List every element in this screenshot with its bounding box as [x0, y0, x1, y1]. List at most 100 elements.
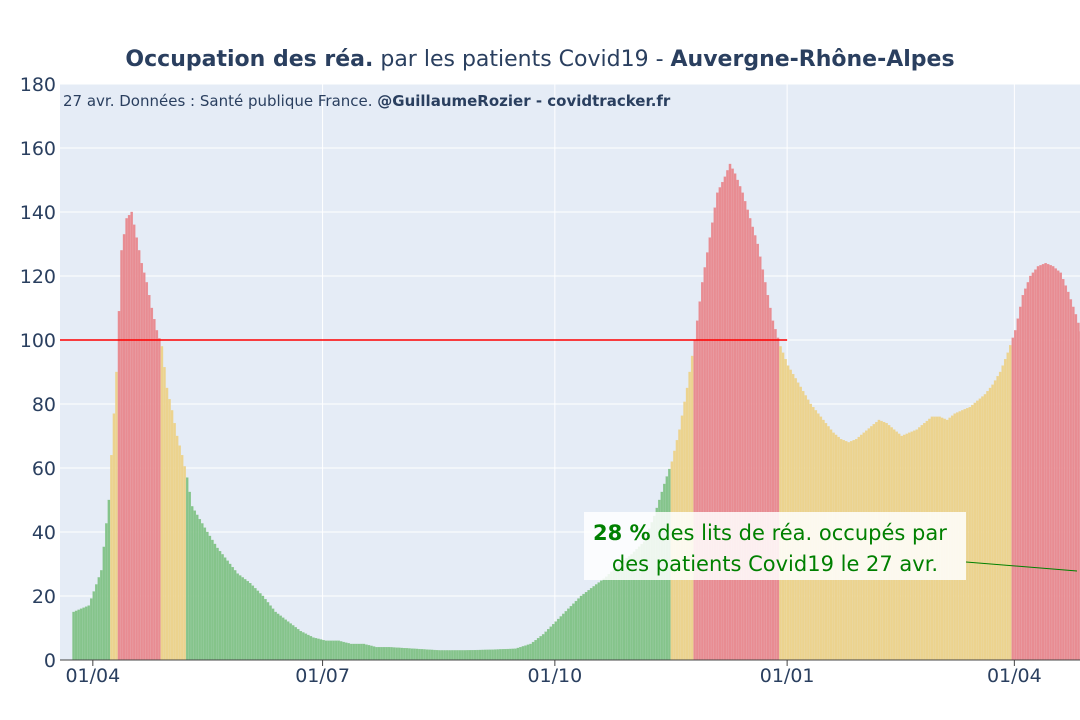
bar — [1077, 322, 1080, 661]
bar — [231, 567, 234, 661]
bar — [524, 645, 527, 661]
bar — [110, 455, 113, 661]
bar — [741, 192, 744, 661]
bar — [314, 638, 318, 661]
x-tick-label: 01/04 — [65, 665, 120, 687]
bar — [413, 648, 416, 661]
bar — [125, 218, 128, 661]
bar — [759, 256, 762, 661]
bar — [736, 179, 739, 661]
bar — [1006, 352, 1009, 661]
bar — [461, 650, 464, 661]
bar — [572, 603, 575, 661]
bar — [592, 586, 595, 661]
bar — [332, 640, 335, 661]
y-tick-label: 140 — [20, 202, 56, 224]
bar — [87, 605, 90, 661]
bar — [504, 649, 507, 661]
bar — [483, 649, 487, 661]
bar — [254, 588, 257, 661]
bar — [582, 593, 585, 661]
bar — [428, 649, 431, 661]
bar — [153, 319, 156, 661]
bar — [271, 608, 275, 661]
bar — [766, 295, 770, 661]
bar — [701, 282, 704, 661]
bar — [377, 647, 381, 661]
bar — [79, 608, 83, 661]
bar — [1074, 314, 1078, 661]
bar — [534, 640, 537, 661]
bar — [188, 491, 191, 661]
x-tick-label: 01/04 — [987, 665, 1042, 687]
bar — [251, 585, 255, 661]
bar — [1049, 265, 1052, 661]
bar — [312, 637, 315, 661]
bar — [721, 181, 724, 661]
bar — [488, 649, 492, 661]
bar — [390, 647, 393, 661]
bar — [471, 650, 474, 661]
bar — [443, 650, 446, 661]
bar — [708, 237, 712, 661]
bar — [491, 649, 494, 661]
bar — [756, 243, 760, 661]
bar — [279, 615, 282, 661]
bar — [327, 640, 330, 661]
bar — [731, 168, 734, 661]
bar — [241, 577, 244, 661]
bar — [355, 643, 358, 661]
bar — [132, 224, 136, 661]
bar — [728, 163, 732, 661]
bar — [365, 644, 368, 661]
bar — [438, 650, 441, 661]
bar — [115, 371, 118, 661]
bar — [158, 338, 161, 661]
bar — [1067, 291, 1070, 661]
bar — [410, 648, 414, 661]
bar — [107, 499, 111, 661]
bar — [357, 643, 361, 661]
bar — [536, 638, 540, 661]
y-tick-label: 20 — [32, 586, 56, 608]
bar — [120, 250, 123, 661]
bar — [529, 643, 532, 661]
bar — [458, 650, 462, 661]
bar — [382, 647, 386, 661]
y-tick-label: 40 — [32, 522, 56, 544]
bar — [716, 192, 719, 661]
bar — [196, 514, 199, 661]
bar — [173, 423, 176, 661]
bar — [337, 640, 340, 661]
bar — [554, 621, 558, 661]
bar — [711, 222, 714, 661]
bar — [574, 600, 578, 661]
bar — [602, 578, 605, 661]
bar — [319, 639, 323, 661]
bar — [408, 648, 411, 661]
bar — [552, 624, 555, 661]
bar — [201, 523, 204, 661]
bar — [211, 539, 214, 661]
bar — [238, 575, 242, 661]
bar — [991, 384, 994, 661]
bar — [521, 646, 525, 661]
bar — [703, 267, 706, 661]
bar — [150, 307, 154, 661]
bar — [693, 339, 696, 661]
bar — [746, 209, 749, 661]
bar — [1021, 295, 1025, 661]
annotation-line-1: 28 % des lits de réa. occupés par — [593, 521, 947, 545]
bar — [1064, 285, 1068, 661]
bar — [223, 557, 227, 661]
bar — [1019, 306, 1022, 661]
bar — [95, 584, 98, 661]
bar — [723, 176, 727, 661]
bar — [342, 641, 345, 661]
bar — [249, 583, 252, 661]
bar — [779, 346, 782, 661]
annotation-line-2: des patients Covid19 le 27 avr. — [612, 552, 938, 576]
bar — [352, 643, 356, 661]
bar — [496, 649, 499, 661]
